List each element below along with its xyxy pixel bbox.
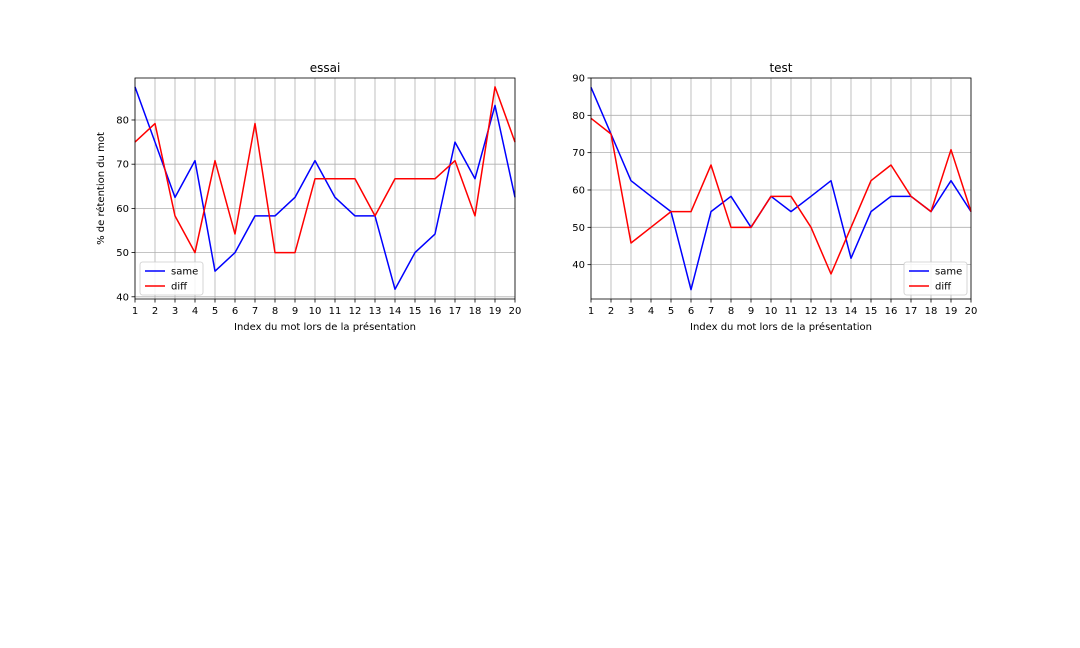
x-tick-label: 9 [748, 306, 754, 317]
x-tick-label: 3 [172, 306, 178, 317]
x-tick-label: 5 [668, 306, 674, 317]
x-tick-label: 15 [865, 306, 878, 317]
x-axis-label: Index du mot lors de la présentation [234, 321, 416, 333]
plot-frame [134, 77, 516, 300]
x-tick-label: 13 [825, 306, 838, 317]
y-tick-label: 40 [572, 260, 585, 271]
series-line-same [590, 87, 972, 291]
x-tick-label: 3 [628, 306, 634, 317]
x-tick-label: 10 [765, 306, 778, 317]
x-tick-label: 20 [509, 306, 522, 317]
x-tick-label: 12 [349, 306, 362, 317]
x-tick-label: 8 [728, 306, 734, 317]
x-tick-label: 19 [489, 306, 502, 317]
series-line-diff [134, 86, 516, 254]
x-tick-label: 13 [369, 306, 382, 317]
x-tick-label: 19 [945, 306, 958, 317]
x-tick-label: 6 [232, 306, 238, 317]
legend-label-same: same [935, 267, 962, 278]
y-tick-label: 80 [116, 115, 129, 126]
y-tick-label: 50 [572, 223, 585, 234]
x-tick-label: 16 [885, 306, 898, 317]
legend-label-diff: diff [935, 282, 952, 293]
x-tick-label: 16 [429, 306, 442, 317]
chart-title: essai [310, 61, 341, 75]
y-tick-label: 70 [116, 160, 129, 171]
y-tick-label: 40 [116, 292, 129, 303]
legend-label-same: same [171, 267, 198, 278]
y-tick-label: 50 [116, 248, 129, 259]
series-line-same [134, 86, 516, 291]
x-tick-label: 12 [805, 306, 818, 317]
x-tick-label: 7 [252, 306, 258, 317]
y-axis-label: % de rétention du mot [95, 132, 107, 245]
y-tick-label: 90 [572, 74, 585, 85]
x-tick-label: 7 [708, 306, 714, 317]
x-tick-label: 4 [648, 306, 654, 317]
x-tick-label: 17 [905, 306, 918, 317]
x-tick-label: 15 [409, 306, 422, 317]
plot-frame [590, 77, 972, 300]
y-tick-label: 80 [572, 111, 585, 122]
x-tick-label: 6 [688, 306, 694, 317]
chart-test: 1 2 3 4 5 6 7 8 9 10 11 12 13 14 15 16 17 18 19 20405060708… [572, 61, 977, 333]
x-tick-label: 2 [608, 306, 614, 317]
x-axis-label: Index du mot lors de la présentation [690, 321, 872, 333]
x-tick-label: 1 [132, 306, 138, 317]
x-tick-label: 2 [152, 306, 158, 317]
y-tick-label: 70 [572, 148, 585, 159]
x-tick-label: 10 [309, 306, 322, 317]
x-tick-label: 20 [965, 306, 978, 317]
x-tick-label: 18 [925, 306, 938, 317]
legend: same diff [903, 261, 968, 296]
x-tick-label: 5 [212, 306, 218, 317]
x-tick-label: 17 [449, 306, 462, 317]
chart-essai: 1 2 3 4 5 6 7 8 9 10 11 12 13 14 15 16 17 18 19 20405060708… [95, 61, 521, 333]
x-tick-label: 14 [845, 306, 858, 317]
y-tick-label: 60 [572, 185, 585, 196]
x-tick-label: 8 [272, 306, 278, 317]
x-tick-label: 11 [785, 306, 798, 317]
x-tick-label: 9 [292, 306, 298, 317]
x-tick-label: 14 [389, 306, 402, 317]
x-tick-label: 4 [192, 306, 198, 317]
y-tick-label: 60 [116, 204, 129, 215]
legend: same diff [139, 261, 204, 296]
x-tick-label: 1 [588, 306, 594, 317]
chart-title: test [769, 61, 792, 75]
x-tick-label: 11 [329, 306, 342, 317]
series-line-diff [590, 117, 972, 275]
x-tick-label: 18 [469, 306, 482, 317]
legend-label-diff: diff [171, 282, 188, 293]
